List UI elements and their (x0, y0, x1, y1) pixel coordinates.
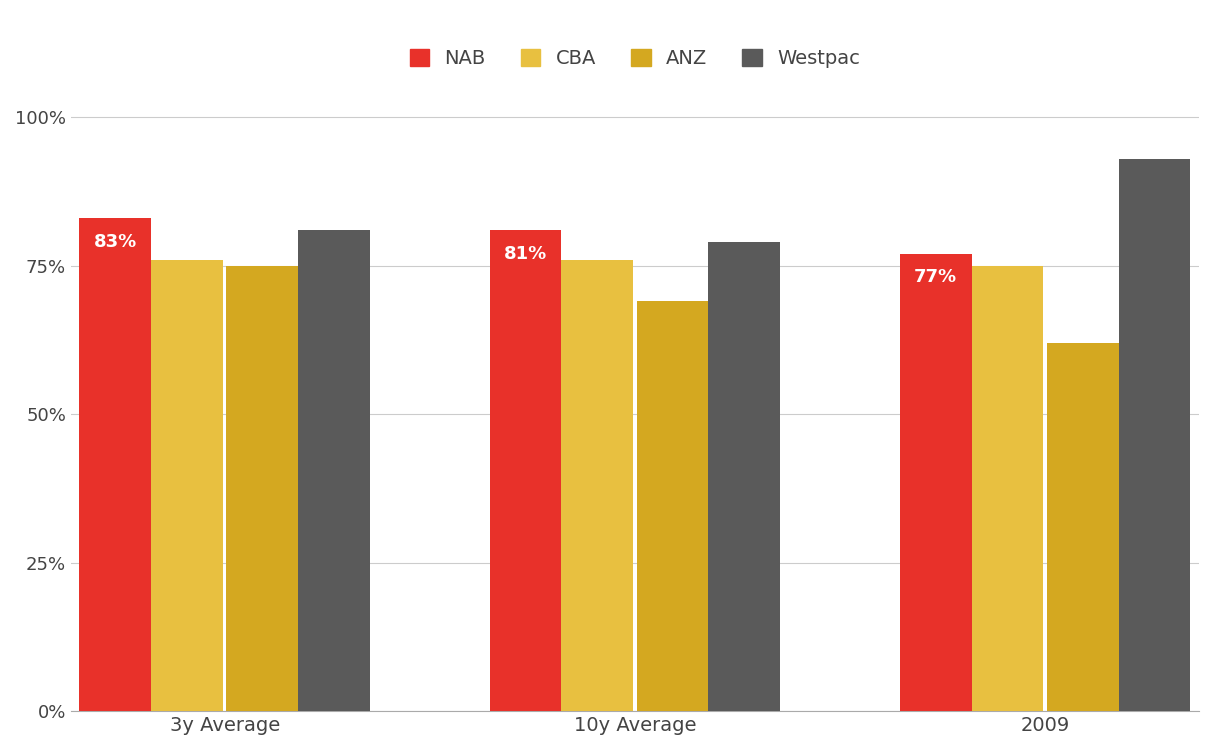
Bar (900, 254, 971, 711)
Text: 83%: 83% (93, 232, 137, 250)
Legend: NAB, CBA, ANZ, Westpac: NAB, CBA, ANZ, Westpac (402, 40, 868, 76)
Bar (226, 266, 299, 711)
Bar (1046, 343, 1118, 711)
Bar (971, 266, 1044, 711)
Bar (152, 260, 223, 711)
Bar (489, 230, 561, 711)
Bar (636, 302, 709, 711)
Bar (1118, 158, 1191, 711)
Bar (561, 260, 634, 711)
Bar (709, 242, 781, 711)
Bar (79, 218, 152, 711)
Bar (299, 230, 370, 711)
Text: 81%: 81% (504, 244, 548, 262)
Text: 77%: 77% (914, 268, 958, 286)
